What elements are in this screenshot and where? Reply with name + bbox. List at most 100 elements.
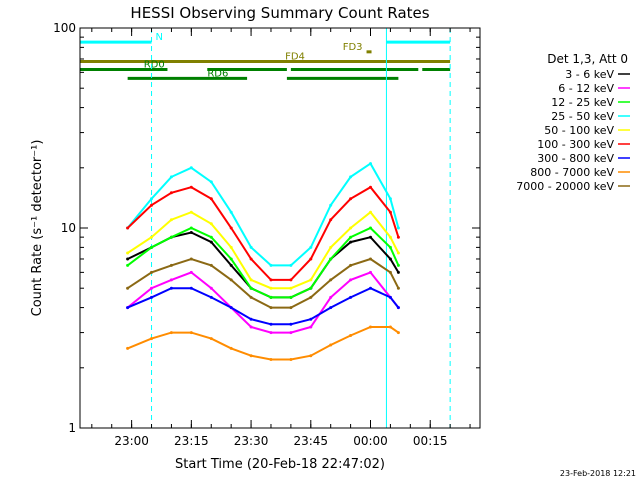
data-point — [309, 325, 313, 329]
data-point — [349, 235, 353, 239]
data-point — [189, 231, 193, 234]
data-point — [369, 325, 372, 329]
data-point — [289, 286, 293, 290]
data-point — [269, 286, 273, 290]
flag-fd3-label: FD3 — [343, 42, 363, 53]
data-point — [189, 270, 193, 274]
data-point — [369, 210, 372, 214]
data-point — [126, 263, 130, 267]
data-point — [269, 322, 273, 326]
data-point — [249, 317, 253, 321]
series-line-800-7000-kev — [127, 326, 399, 361]
data-point — [150, 245, 153, 249]
data-point — [349, 263, 353, 267]
data-point — [209, 180, 213, 184]
data-point — [126, 286, 130, 290]
data-point — [189, 286, 193, 290]
chart-title: HESSI Observing Summary Count Rates — [130, 4, 429, 22]
data-point — [329, 218, 333, 222]
data-point — [388, 295, 392, 299]
data-point — [150, 337, 153, 341]
data-point — [169, 263, 173, 267]
data-point — [249, 257, 253, 261]
data-point — [229, 210, 233, 214]
data-point — [209, 286, 213, 290]
data-point — [189, 210, 193, 214]
legend-label: 300 - 800 keV — [537, 152, 614, 165]
data-point — [189, 257, 193, 261]
data-point — [126, 257, 130, 261]
data-point — [388, 235, 392, 239]
x-tick-label: 00:00 — [353, 434, 388, 448]
legend-label: 50 - 100 keV — [544, 124, 614, 137]
observing-flags: N FD3 FD4 RD0 RD6 — [80, 32, 451, 80]
data-point — [209, 235, 213, 239]
data-point — [289, 295, 293, 299]
data-point — [249, 354, 253, 358]
data-point — [396, 251, 400, 255]
x-tick-label: 23:00 — [114, 434, 149, 448]
x-tick-label: 00:15 — [413, 434, 448, 448]
data-point — [209, 222, 213, 226]
flag-fd4-label: FD4 — [285, 51, 305, 62]
data-point — [349, 278, 353, 282]
data-point — [309, 245, 313, 249]
data-point — [349, 197, 353, 201]
data-point — [169, 175, 173, 179]
data-point — [249, 278, 253, 282]
data-point — [349, 226, 353, 230]
data-point — [289, 263, 293, 267]
plot-frame — [79, 27, 481, 429]
data-point — [388, 270, 392, 274]
data-point — [369, 286, 372, 290]
data-point — [289, 306, 293, 310]
data-point — [329, 278, 333, 282]
legend-label: 12 - 25 keV — [551, 96, 614, 109]
data-point — [396, 331, 400, 335]
data-point — [189, 331, 193, 335]
y-tick-label: 10 — [61, 221, 76, 235]
data-point — [189, 166, 193, 170]
data-point — [396, 235, 400, 239]
y-axis: 1 10 100 — [53, 21, 480, 435]
y-axis-label: Count Rate (s⁻¹ detector⁻¹) — [30, 140, 45, 317]
flag-rd6-label: RD6 — [207, 68, 228, 79]
data-point — [309, 354, 313, 358]
data-point — [289, 278, 293, 282]
data-point — [369, 235, 372, 239]
x-tick-label: 23:15 — [174, 434, 209, 448]
series-line-3-6-kev — [127, 231, 400, 299]
data-point — [369, 270, 372, 274]
data-point — [169, 235, 173, 239]
data-point — [309, 278, 313, 282]
data-point — [229, 245, 233, 249]
data-point — [269, 295, 273, 299]
data-point — [369, 226, 372, 230]
data-point — [309, 286, 313, 290]
data-point — [396, 270, 400, 274]
legend-label: 800 - 7000 keV — [530, 166, 614, 179]
data-point — [329, 343, 333, 347]
data-point — [209, 240, 213, 244]
data-point — [349, 175, 353, 179]
data-point — [126, 306, 130, 310]
data-point — [349, 295, 353, 299]
data-point — [289, 322, 293, 326]
data-point — [229, 226, 233, 230]
data-point — [229, 278, 233, 282]
data-point — [249, 245, 253, 249]
data-point — [369, 257, 372, 261]
data-point — [396, 306, 400, 310]
data-point — [388, 245, 392, 249]
data-point — [396, 263, 400, 267]
flag-rd0-label: RD0 — [144, 60, 165, 71]
data-point — [169, 278, 173, 282]
data-point — [189, 226, 193, 230]
data-point — [309, 295, 313, 299]
data-point — [229, 306, 233, 310]
data-point — [349, 334, 353, 337]
data-point — [249, 295, 253, 299]
data-point — [329, 306, 333, 310]
data-point — [169, 331, 173, 335]
data-point — [309, 257, 313, 261]
